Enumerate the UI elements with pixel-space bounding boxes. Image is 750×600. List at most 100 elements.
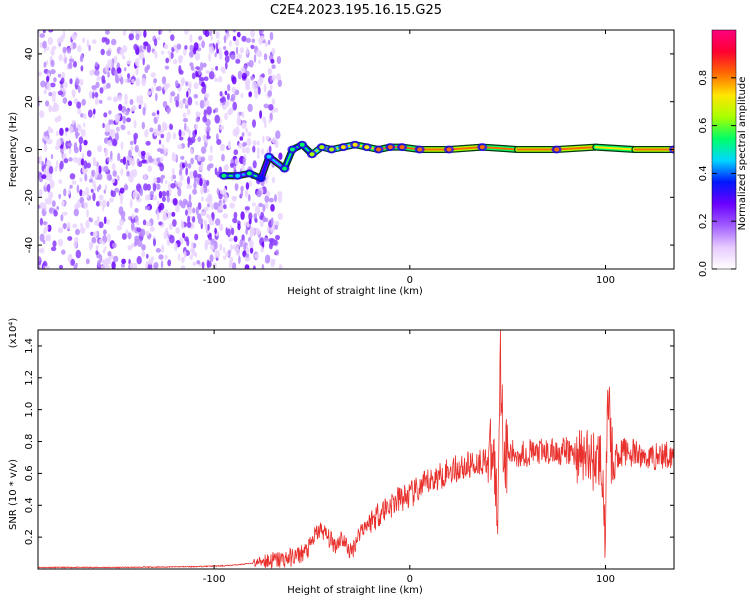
noise-speckle	[41, 174, 47, 180]
noise-speckle	[52, 240, 57, 248]
noise-speckle	[200, 222, 203, 230]
noise-speckle	[111, 138, 116, 146]
noise-speckle	[133, 43, 138, 51]
noise-speckle	[146, 183, 151, 191]
noise-speckle	[120, 76, 124, 85]
noise-speckle	[262, 116, 267, 123]
noise-speckle	[275, 249, 279, 256]
noise-speckle	[124, 67, 127, 72]
noise-speckle	[264, 254, 271, 264]
noise-speckle	[185, 209, 188, 216]
noise-speckle	[210, 203, 214, 210]
noise-speckle	[227, 141, 231, 149]
noise-speckle	[107, 71, 110, 78]
noise-speckle	[138, 149, 143, 158]
noise-speckle	[116, 127, 120, 133]
noise-speckle	[158, 162, 164, 167]
noise-speckle	[274, 107, 279, 113]
noise-speckle	[218, 76, 223, 83]
noise-speckle	[138, 51, 145, 60]
noise-speckle	[71, 180, 77, 185]
noise-speckle	[220, 202, 224, 209]
noise-speckle	[166, 195, 170, 203]
noise-speckle	[204, 30, 210, 37]
noise-speckle	[263, 237, 269, 242]
noise-speckle	[62, 30, 66, 39]
noise-speckle	[223, 204, 227, 210]
noise-speckle	[142, 219, 147, 226]
noise-speckle	[84, 173, 88, 182]
noise-speckle	[237, 70, 242, 80]
noise-speckle	[108, 110, 112, 115]
noise-speckle	[253, 54, 257, 63]
noise-speckle	[273, 239, 278, 246]
noise-speckle	[229, 256, 234, 263]
noise-speckle	[188, 81, 192, 89]
noise-speckle	[117, 152, 121, 162]
noise-speckle	[257, 86, 261, 95]
noise-speckle	[72, 223, 78, 229]
ridge-point	[329, 147, 335, 152]
noise-speckle	[162, 213, 168, 221]
noise-speckle	[229, 162, 235, 168]
noise-speckle	[262, 135, 265, 144]
noise-speckle	[141, 159, 147, 164]
noise-speckle	[114, 187, 119, 193]
noise-speckle	[75, 78, 80, 86]
noise-speckle	[259, 110, 263, 119]
noise-speckle	[271, 176, 276, 184]
noise-speckle	[178, 136, 184, 141]
noise-speckle	[94, 69, 100, 76]
noise-speckle	[231, 76, 237, 85]
y-tick-label: 0.6	[24, 465, 35, 481]
noise-speckle	[190, 157, 195, 165]
noise-speckle	[102, 249, 106, 254]
noise-speckle	[153, 78, 158, 84]
y-tick-label: -40	[24, 237, 35, 253]
noise-speckle	[149, 191, 154, 196]
noise-speckle	[155, 183, 161, 190]
noise-speckle	[222, 213, 228, 219]
noise-speckle	[131, 213, 135, 220]
noise-speckle	[178, 100, 184, 109]
noise-speckle	[246, 62, 250, 67]
noise-speckle	[94, 61, 98, 67]
noise-speckle	[127, 130, 131, 135]
noise-speckle	[43, 89, 47, 95]
noise-speckle	[276, 56, 282, 64]
noise-speckle	[238, 255, 241, 264]
noise-speckle	[116, 67, 122, 74]
noise-speckle	[152, 183, 157, 192]
noise-speckle	[241, 234, 245, 242]
noise-speckle	[189, 171, 195, 179]
noise-speckle	[242, 157, 246, 166]
noise-speckle	[42, 40, 47, 49]
noise-speckle	[170, 91, 176, 97]
x-tick-label: -100	[203, 574, 226, 585]
noise-speckle	[171, 167, 175, 177]
noise-speckle	[208, 219, 215, 226]
noise-speckle	[120, 210, 126, 218]
noise-speckle	[180, 155, 185, 160]
noise-speckle	[187, 141, 190, 148]
noise-speckle	[181, 131, 186, 136]
noise-speckle	[58, 179, 63, 184]
noise-speckle	[173, 59, 178, 65]
noise-speckle	[67, 236, 73, 241]
noise-speckle	[59, 160, 64, 170]
noise-speckle	[208, 195, 213, 202]
noise-speckle	[98, 194, 104, 201]
noise-speckle	[193, 94, 199, 99]
noise-speckle	[122, 30, 127, 36]
noise-speckle	[166, 131, 172, 140]
noise-speckle	[57, 227, 64, 233]
noise-speckle	[60, 147, 64, 154]
noise-speckle	[199, 99, 205, 109]
noise-speckle	[209, 144, 213, 154]
noise-speckle	[89, 178, 93, 183]
noise-speckle	[121, 258, 126, 264]
noise-speckle	[44, 203, 47, 212]
noise-speckle	[262, 204, 266, 213]
noise-speckle	[239, 136, 244, 141]
noise-speckle	[111, 178, 115, 184]
